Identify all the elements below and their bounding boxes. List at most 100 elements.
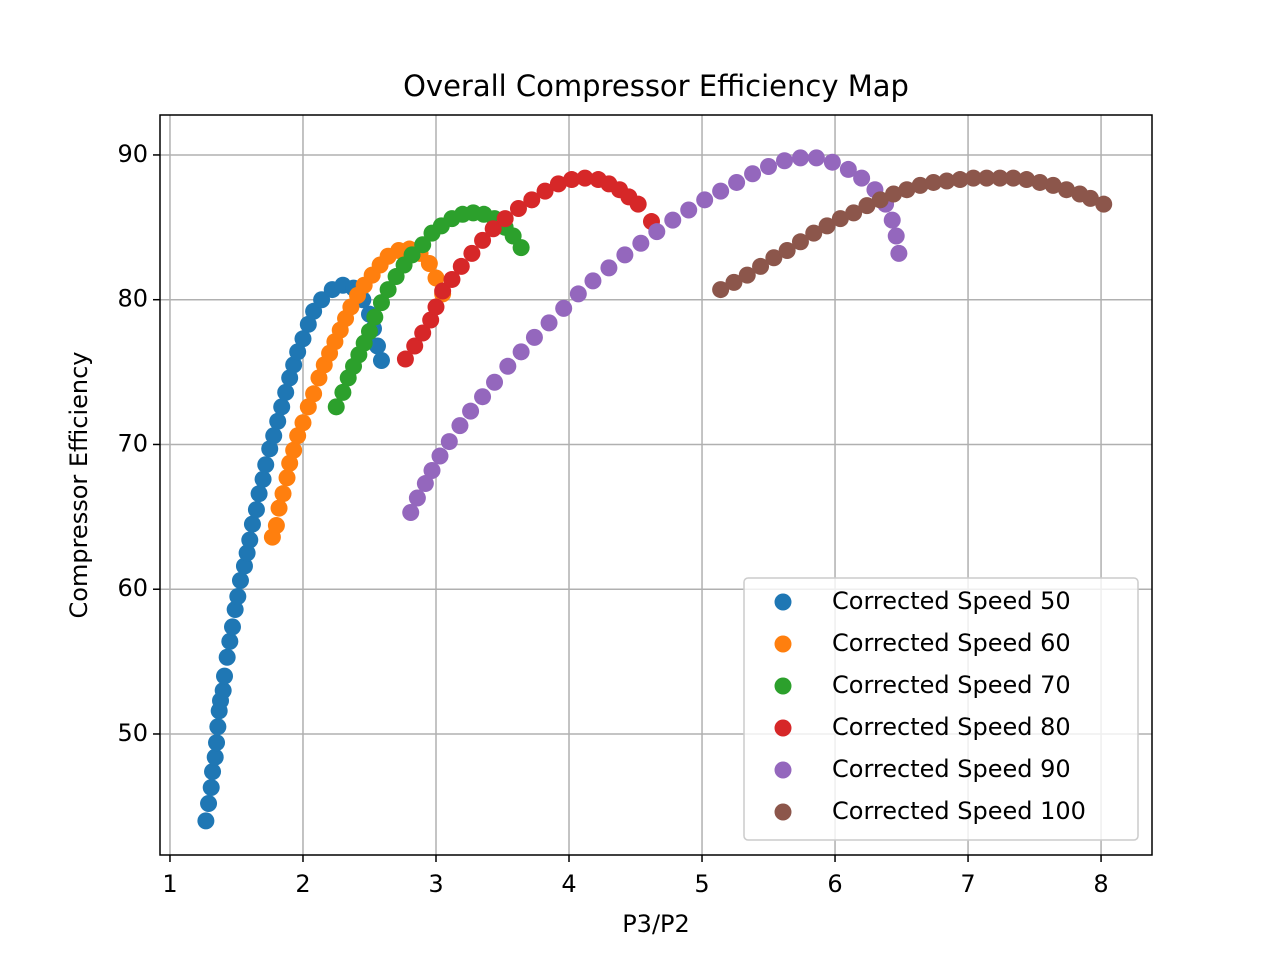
point (887, 227, 905, 245)
point (512, 343, 530, 361)
point (420, 255, 438, 273)
point (238, 544, 256, 562)
point (229, 587, 247, 605)
point (269, 412, 287, 430)
point (414, 324, 432, 342)
point (752, 257, 770, 275)
point (273, 398, 291, 416)
point (1018, 171, 1036, 189)
point (200, 794, 218, 812)
point (664, 211, 682, 229)
point (805, 224, 823, 242)
plot-frame (159, 114, 1153, 856)
point (890, 244, 908, 262)
point (924, 173, 942, 191)
point (978, 169, 996, 187)
point (278, 469, 296, 487)
point (334, 383, 352, 401)
point (462, 402, 480, 420)
point (883, 211, 901, 229)
point (1095, 195, 1113, 213)
point (281, 454, 299, 472)
point (509, 200, 527, 218)
point (223, 618, 241, 636)
point (294, 414, 312, 432)
point (408, 489, 426, 507)
point (818, 217, 836, 235)
point (265, 427, 283, 445)
point (463, 244, 481, 262)
point (499, 357, 517, 375)
legend: Corrected Speed 50 Corrected Speed 60 Corr… (743, 577, 1139, 841)
point (289, 343, 307, 361)
point (427, 269, 445, 287)
point (712, 182, 730, 200)
point (474, 388, 492, 406)
point (525, 328, 543, 346)
point (1031, 173, 1049, 191)
point (443, 270, 461, 288)
point (512, 239, 530, 257)
point (760, 158, 778, 176)
x-tick-label: 6 (827, 870, 842, 898)
point (267, 517, 285, 535)
point (270, 499, 288, 517)
point (845, 204, 863, 222)
x-tick-label: 5 (694, 870, 709, 898)
x-tick-label: 8 (1093, 870, 1108, 898)
point (451, 417, 469, 435)
point (416, 475, 434, 493)
point (327, 398, 345, 416)
point (775, 152, 793, 170)
point (555, 299, 573, 317)
point (241, 531, 259, 549)
point (898, 181, 916, 199)
legend-label: Corrected Speed 90 (832, 755, 1071, 783)
point (648, 223, 666, 241)
point (1044, 176, 1062, 194)
point (209, 718, 227, 736)
point (313, 291, 331, 309)
point (299, 315, 317, 333)
point (235, 557, 253, 575)
point (778, 241, 796, 259)
points (197, 149, 1113, 830)
point (629, 195, 647, 213)
point (403, 246, 421, 264)
point (360, 323, 378, 341)
y-tick-label: 70 (117, 429, 148, 457)
point (440, 433, 458, 451)
point (523, 191, 541, 209)
point (964, 169, 982, 187)
point (226, 600, 244, 618)
point (616, 246, 634, 264)
point (254, 470, 272, 488)
point (569, 285, 587, 303)
point (584, 272, 602, 290)
point (474, 231, 492, 249)
legend-marker (774, 677, 792, 695)
point (725, 273, 743, 291)
legend-box (743, 577, 1139, 841)
axes: 1 2 3 4 5 6 7 8 50 60 70 80 90 (117, 140, 1108, 898)
point (540, 314, 558, 332)
point (379, 281, 397, 299)
point (791, 149, 809, 167)
legend-marker (774, 593, 792, 611)
legend-marker (774, 803, 792, 821)
point (281, 369, 299, 387)
point (197, 812, 215, 830)
point (885, 185, 903, 203)
point (765, 249, 783, 267)
point (563, 171, 581, 189)
point (911, 176, 929, 194)
point (871, 191, 889, 209)
x-tick-label: 4 (561, 870, 576, 898)
legend-marker (774, 719, 792, 737)
point (791, 233, 809, 251)
point (496, 210, 514, 228)
point (738, 266, 756, 284)
point (202, 779, 220, 797)
point (414, 236, 432, 254)
point (431, 447, 449, 465)
